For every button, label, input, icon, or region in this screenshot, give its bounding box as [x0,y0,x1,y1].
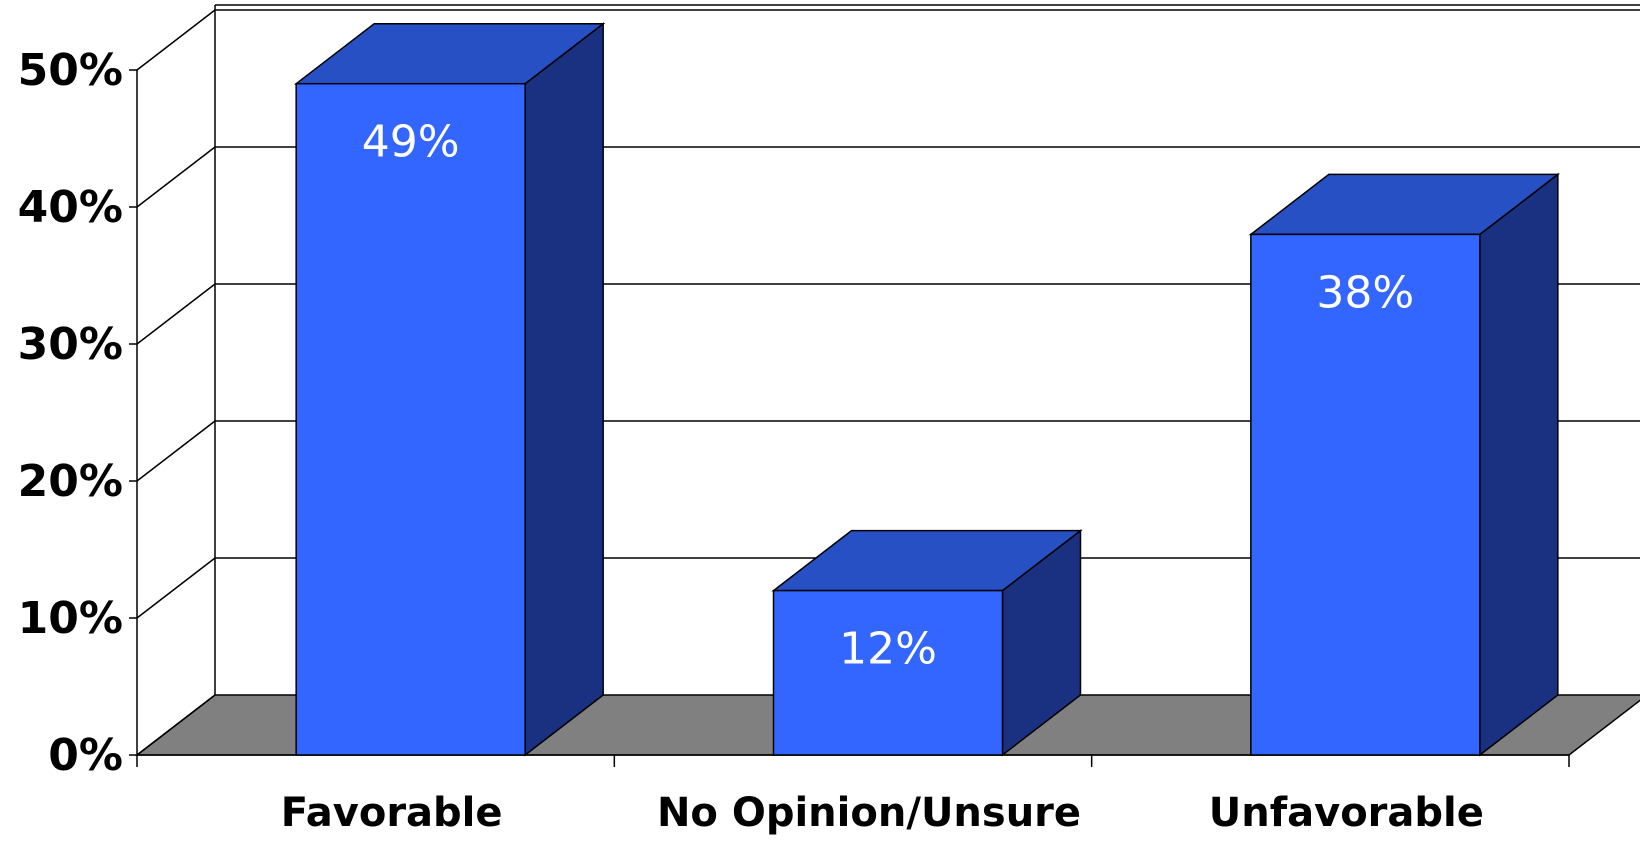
bar-side-face [524,22,604,757]
chart-labels: 0% 10% 20% 30% 40% 50% 49% Favorable 12% No Opini… [18,45,1484,836]
bar-front-face [1250,233,1481,756]
y-tick-label: 20% [18,456,123,507]
bar [771,529,1083,757]
y-tick-label: 30% [18,319,123,370]
y-tick-label: 10% [18,593,123,644]
bar-data-label: 38% [1316,267,1414,318]
chart-bars [293,22,1561,757]
side-wall-gridline [136,283,216,345]
x-category-label: No Opinion/Unsure [657,790,1081,836]
bar-side-face [1479,172,1559,757]
y-tick-label: 0% [48,730,123,781]
bar-front-face [772,589,1004,756]
side-wall-gridline [136,9,216,71]
y-tick-label: 40% [18,182,123,233]
x-category-label: Favorable [281,790,503,836]
y-tick-label: 50% [18,45,123,96]
side-wall-gridline [136,146,216,208]
x-category-label: Unfavorable [1209,790,1484,836]
side-wall-gridline [136,694,216,756]
bar [1248,172,1561,757]
bar-data-label: 12% [839,624,937,675]
bar-data-label: 49% [362,117,460,168]
bar [293,22,606,757]
side-wall-gridline [136,420,216,482]
side-wall-gridline [136,557,216,619]
bar-front-face [295,82,526,756]
